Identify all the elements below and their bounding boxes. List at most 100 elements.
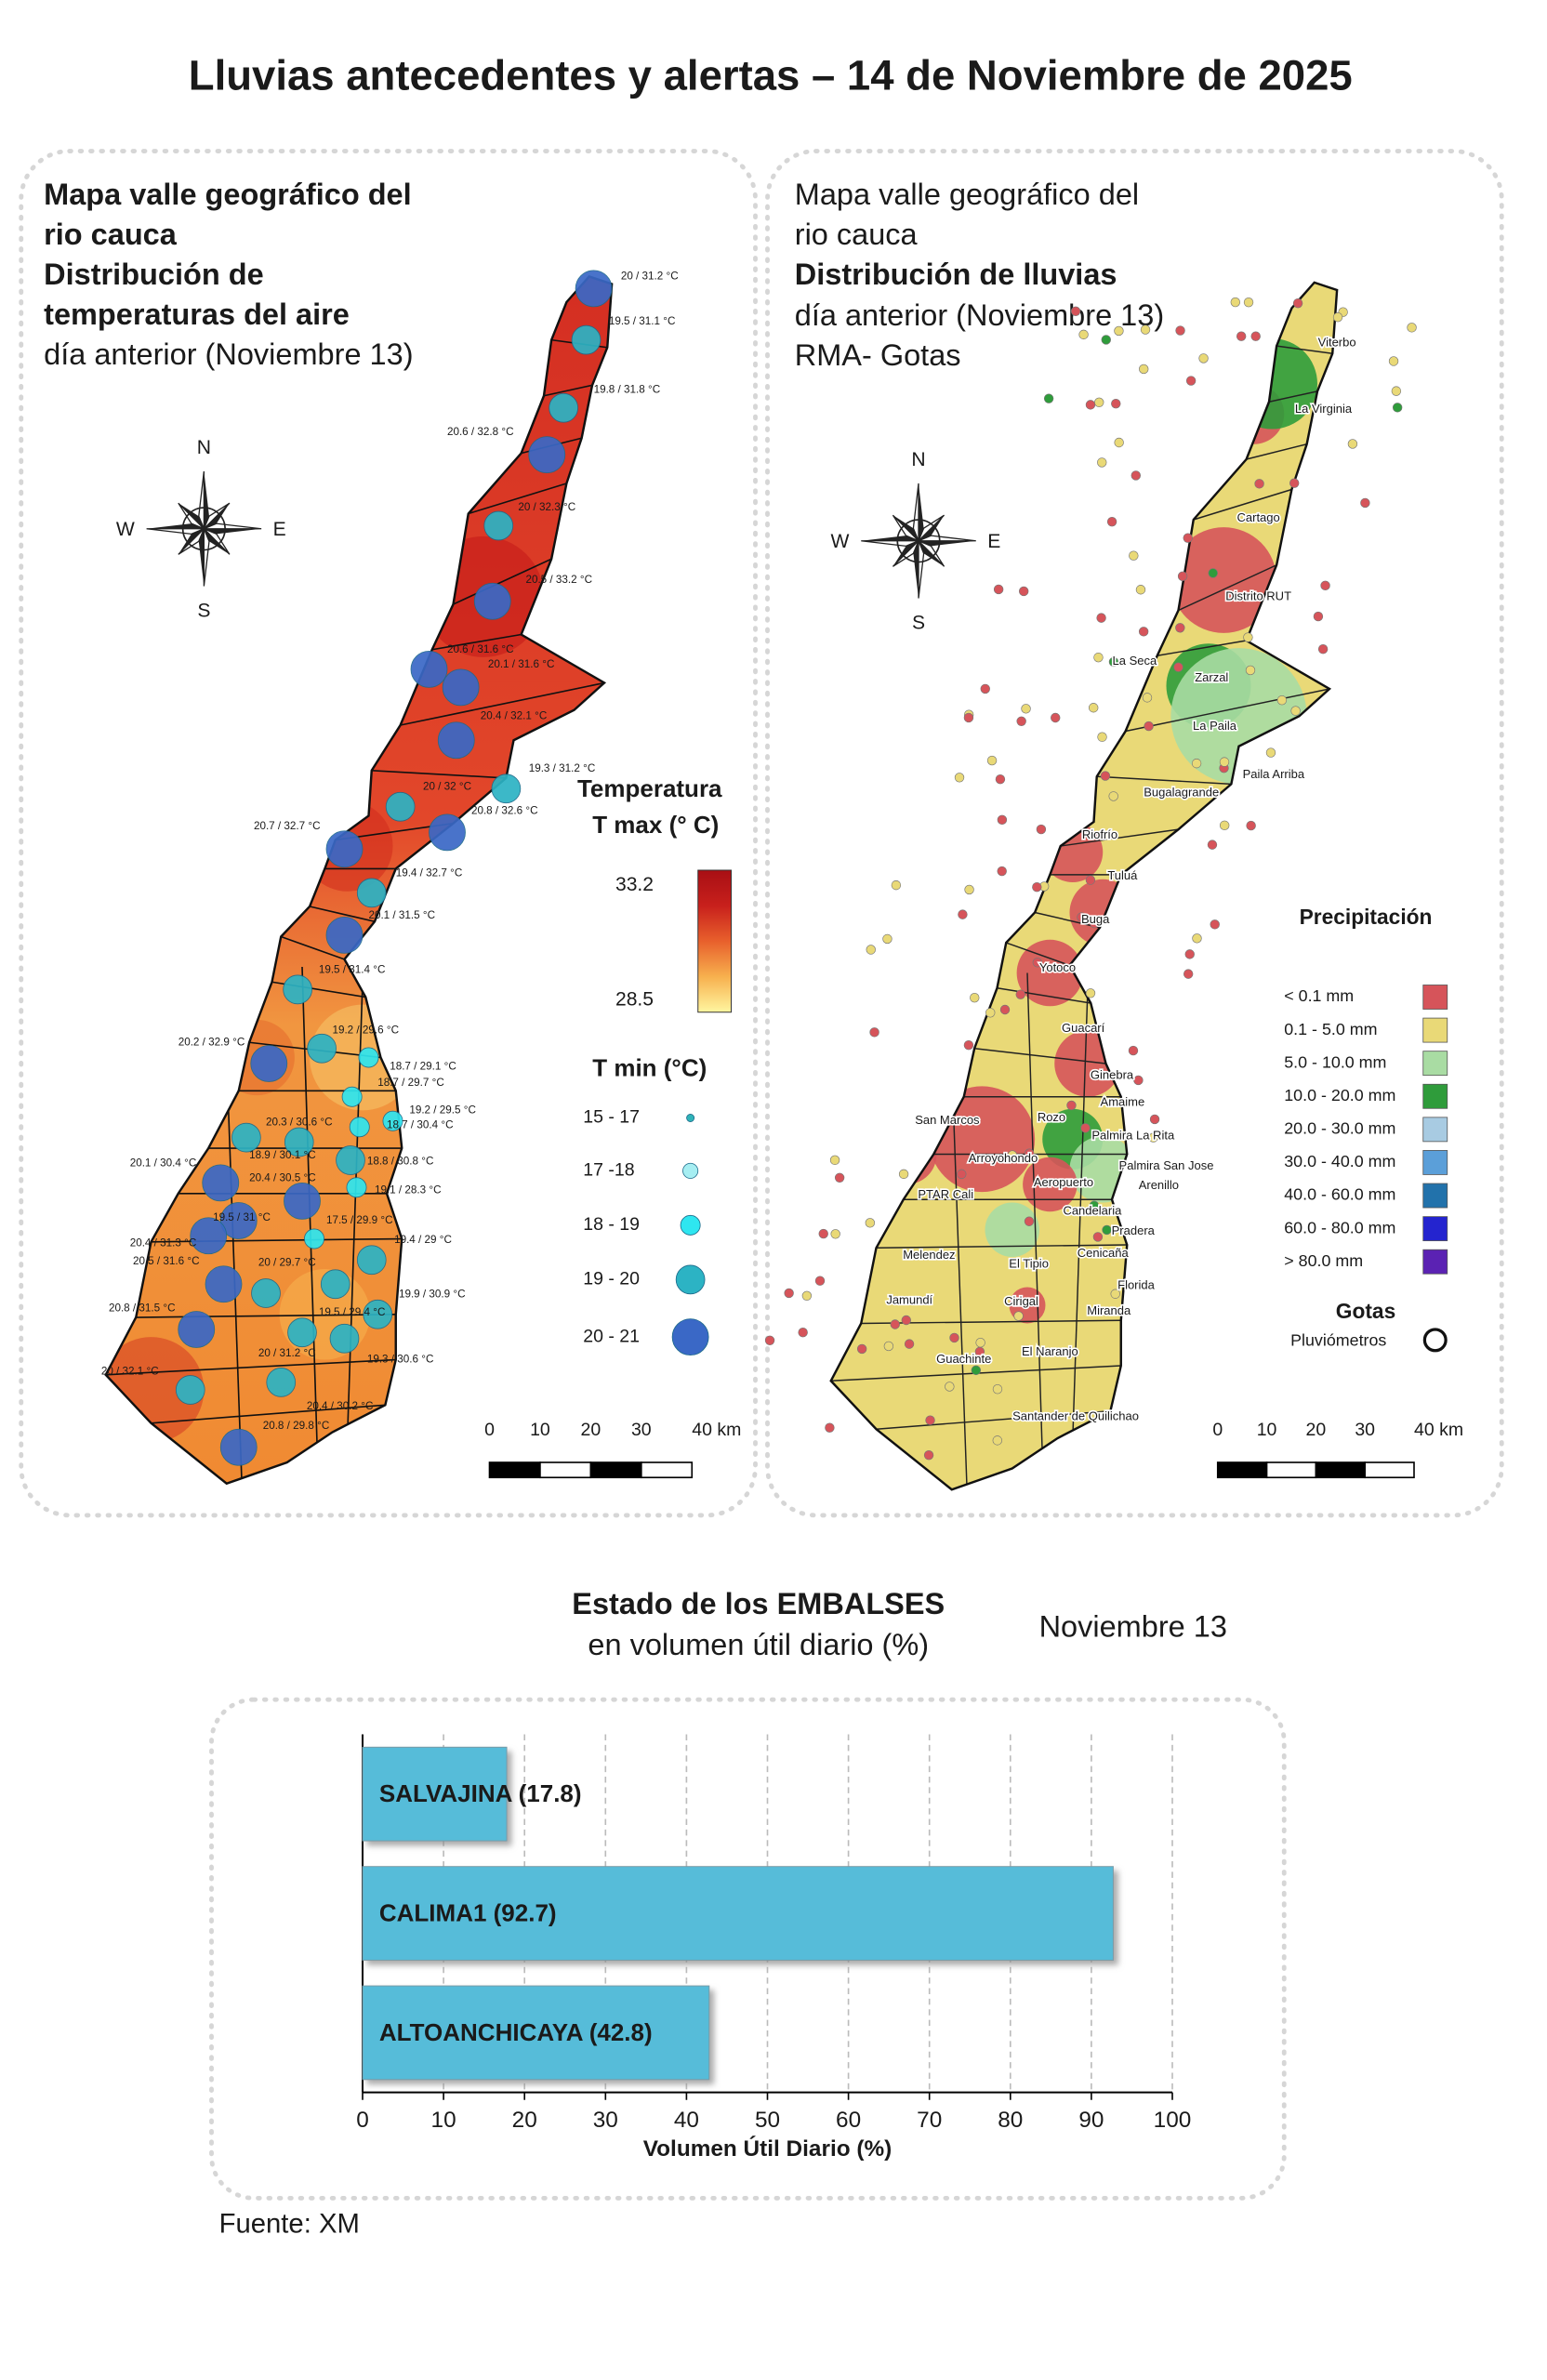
- compass-south: S: [912, 613, 925, 634]
- town-label: El Naranjo: [1022, 1344, 1078, 1358]
- station-symbol: [231, 1122, 261, 1153]
- gauge-dot: [1184, 949, 1195, 959]
- town-label: Santander de Quilichao: [1012, 1409, 1139, 1423]
- gauge-dot: [958, 909, 968, 919]
- gauge-dot: [1391, 386, 1402, 396]
- compass-ray: [198, 528, 205, 587]
- gauge-dot: [1111, 398, 1121, 409]
- station-label: 20.6 / 31.6 °C: [447, 643, 514, 655]
- gauge-dot: [1085, 875, 1096, 885]
- gauge-dot: [1292, 298, 1303, 309]
- gauge-dot: [945, 1382, 955, 1392]
- compass-ray: [178, 502, 205, 530]
- precip-swatch: [1422, 1117, 1448, 1143]
- precip-class-label: < 0.1 mm: [1284, 986, 1354, 1005]
- gauge-dot: [1085, 988, 1096, 998]
- scale-segment: [1216, 1461, 1268, 1479]
- gauge-dot: [997, 814, 1008, 826]
- compass-ring: [896, 519, 941, 563]
- gauge-dot: [985, 1008, 996, 1018]
- compass-ray: [204, 522, 262, 530]
- voronoi-edge: [468, 483, 567, 515]
- station-symbol: [329, 1323, 360, 1354]
- gauge-dot: [949, 1332, 959, 1343]
- panel-heading: Mapa valle geográfico del: [795, 178, 1139, 211]
- station-label: 18.7 / 29.1 °C: [390, 1060, 456, 1072]
- voronoi-edge: [876, 1410, 1111, 1430]
- station-symbol: [175, 1375, 205, 1405]
- voronoi-edge: [280, 935, 345, 960]
- compass-west: W: [831, 531, 850, 552]
- tmin-class-symbol: [675, 1264, 706, 1295]
- scale-label: 0: [1212, 1420, 1223, 1440]
- tmin-class-label: 18 - 19: [583, 1214, 640, 1235]
- precip-swatch: [1422, 1216, 1448, 1242]
- gauge-dot: [904, 1339, 915, 1349]
- compass-ray: [919, 483, 924, 541]
- gauge-dot: [1243, 297, 1254, 308]
- gauge-dot: [993, 584, 1004, 595]
- scale-label: 0: [484, 1420, 495, 1440]
- gauge-dot: [1094, 397, 1104, 407]
- gauge-dot: [1106, 516, 1117, 527]
- precip-class-label: 60.0 - 80.0 mm: [1284, 1218, 1395, 1236]
- gauge-dot: [1276, 694, 1288, 706]
- gauge-dot: [1139, 364, 1149, 375]
- gauge-dot: [1085, 400, 1096, 410]
- compass-east: E: [273, 519, 286, 540]
- station-symbol: [571, 324, 602, 355]
- station-symbol: [250, 1045, 288, 1082]
- gauge-dot: [1024, 1148, 1035, 1158]
- voronoi-edge: [876, 1244, 1128, 1249]
- gauge-dot: [1013, 1311, 1024, 1321]
- town-label: Distrito RUT: [1225, 588, 1291, 602]
- scale-segment: [488, 1461, 541, 1479]
- panel-heading: temperaturas del aire: [44, 298, 350, 331]
- scale-segment: [539, 1461, 592, 1479]
- voronoi-edge: [309, 906, 376, 923]
- gauge-dot: [1392, 403, 1403, 413]
- gauge-dot: [1173, 662, 1183, 672]
- gauge-dot: [1183, 969, 1194, 979]
- station-symbol: [356, 878, 387, 908]
- gauge-dot: [1093, 652, 1104, 663]
- gauge-dot: [1245, 665, 1256, 676]
- station-label: 18.7 / 30.4 °C: [387, 1119, 454, 1131]
- station-symbol: [284, 1182, 321, 1220]
- station-symbol: [320, 1269, 350, 1300]
- station-label: 20.1 / 31.5 °C: [368, 909, 435, 921]
- tmin-class-symbol: [671, 1318, 709, 1356]
- gauge-dot: [957, 1169, 967, 1180]
- gauge-dot: [1007, 1150, 1018, 1160]
- gauge-dot: [1183, 533, 1193, 543]
- rain-area: [1016, 939, 1084, 1007]
- gauge-dot: [818, 1228, 828, 1239]
- voronoi-edge: [1060, 828, 1179, 847]
- compass-ray: [892, 540, 919, 567]
- gauge-dot: [1360, 497, 1370, 509]
- gauge-dot: [1128, 1045, 1139, 1056]
- station-symbol: [304, 1228, 324, 1250]
- gauge-dot: [829, 1155, 840, 1166]
- compass-ray: [198, 470, 205, 530]
- town-label: Tuluá: [1107, 868, 1138, 882]
- precip-swatch: [1422, 1249, 1448, 1275]
- station-label: 19.4 / 29 °C: [394, 1234, 452, 1246]
- gauge-dot: [891, 879, 902, 891]
- station-label: 19.2 / 29.5 °C: [409, 1104, 476, 1116]
- rain-area: [1023, 1157, 1078, 1212]
- town-label: Melendez: [903, 1248, 955, 1262]
- station-symbol: [473, 582, 511, 620]
- gauge-dot: [997, 866, 1007, 877]
- gauge-dot: [964, 884, 974, 895]
- voronoi-edge: [1026, 972, 1043, 1457]
- legend-subtitle: T max (° C): [592, 811, 719, 839]
- town-label: PTAR Cali: [918, 1187, 973, 1201]
- gauge-dot: [1207, 840, 1218, 850]
- precip-class-label: 20.0 - 30.0 mm: [1284, 1119, 1395, 1138]
- compass-north: N: [197, 437, 211, 458]
- gauge-dot: [1101, 335, 1111, 345]
- station-label: 19.9 / 30.9 °C: [399, 1289, 466, 1301]
- gauge-dot: [986, 755, 998, 766]
- gauge-dot: [1129, 550, 1139, 561]
